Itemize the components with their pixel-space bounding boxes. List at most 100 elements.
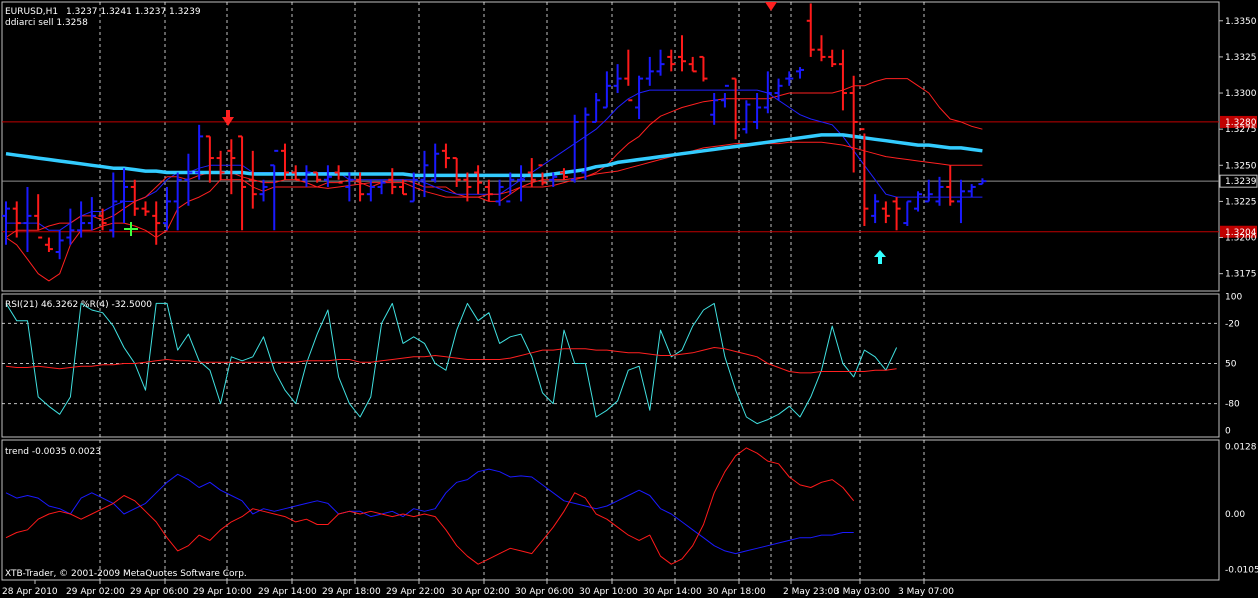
price-bar	[484, 179, 493, 202]
price-bar	[796, 67, 805, 79]
time-axis-label: 30 Apr 02:00	[451, 587, 510, 597]
sell-arrow-icon	[222, 110, 234, 126]
price-bar	[463, 172, 472, 202]
price-bar	[2, 201, 10, 245]
price-bar	[924, 179, 933, 203]
price-bar	[710, 93, 719, 125]
price-bar	[731, 77, 740, 140]
price-bar	[656, 49, 665, 76]
price-bar	[205, 135, 214, 183]
price-bar	[184, 153, 193, 206]
price-bar	[130, 179, 139, 216]
price-bar	[388, 168, 397, 195]
time-axis-label: 30 Apr 10:00	[579, 587, 638, 597]
indicator-value: ddiarci sell 1.3258	[5, 18, 88, 28]
rsi-axis-label: 0	[1225, 426, 1231, 436]
trend-panel[interactable]	[5, 447, 855, 565]
price-bar	[216, 150, 225, 180]
time-axis-label: 30 Apr 18:00	[707, 587, 766, 597]
price-bar	[517, 165, 526, 202]
price-channel	[5, 78, 983, 282]
price-bar	[753, 93, 762, 130]
price-bar	[44, 237, 53, 252]
price-bar	[345, 172, 354, 202]
time-axis-label: 29 Apr 02:00	[66, 587, 125, 597]
time-axis-label: 29 Apr 22:00	[386, 587, 445, 597]
panel-frames	[1, 1, 1220, 581]
price-bar	[785, 71, 794, 86]
price-bar	[806, 3, 815, 57]
price-bar	[635, 75, 644, 120]
price-bar	[452, 157, 461, 187]
price-bar	[871, 194, 880, 224]
price-bar	[935, 176, 944, 206]
price-bar	[774, 78, 783, 101]
price-bar	[280, 143, 289, 180]
sell-arrow-icon	[765, 2, 777, 11]
price-bar	[420, 150, 429, 198]
price-bar	[474, 165, 483, 195]
price-axis-label: 1.3200	[1225, 234, 1257, 244]
price-bar	[259, 179, 268, 202]
price-bar	[66, 208, 75, 245]
price-bar	[967, 184, 976, 198]
time-axis-label: 30 Apr 14:00	[643, 587, 702, 597]
price-bar	[892, 197, 901, 231]
price-bar	[881, 201, 890, 224]
signal-markers	[124, 2, 886, 264]
price-bar	[195, 124, 204, 180]
price-bar	[592, 93, 601, 123]
price-bar	[613, 64, 622, 94]
price-bar	[817, 35, 826, 62]
time-axis-label: 30 Apr 06:00	[515, 587, 574, 597]
price-bar	[34, 194, 43, 239]
wpr-line	[5, 302, 898, 425]
time-axis-label: 3 May 03:00	[834, 587, 890, 597]
trend-axis-label: 0.0128	[1225, 442, 1257, 452]
price-bar	[238, 135, 247, 231]
price-bar	[313, 171, 322, 183]
price-bar	[87, 197, 96, 231]
time-axis-label: 29 Apr 06:00	[130, 587, 189, 597]
price-bar	[409, 172, 418, 203]
rsi-axis-label: -80	[1225, 400, 1240, 410]
price-bars[interactable]	[2, 3, 987, 260]
price-bar	[98, 208, 107, 231]
trend-blue-line	[5, 468, 854, 555]
level-tag	[1219, 174, 1258, 188]
panel-frame	[1, 293, 1220, 438]
time-grid	[99, 2, 925, 580]
price-axis-label: 1.3225	[1225, 197, 1257, 207]
price-bar	[570, 114, 579, 183]
price-bar	[538, 164, 547, 186]
price-bar	[559, 168, 568, 180]
price-bar	[742, 100, 751, 134]
chart-ohlc: 1.3237 1.3241 1.3237 1.3239	[66, 7, 201, 17]
rsi-panel[interactable]	[2, 302, 1219, 425]
price-bar	[152, 201, 161, 245]
moving-average-line	[5, 133, 983, 178]
price-bar	[860, 128, 869, 226]
price-bar	[291, 165, 300, 181]
panel-frame	[1, 439, 1220, 581]
rsi-axis-label: 100	[1225, 293, 1242, 303]
price-bar	[946, 165, 955, 206]
buy-arrow-icon	[874, 250, 886, 264]
price-bar	[356, 172, 365, 202]
rsi-axis-label: -20	[1225, 319, 1240, 329]
price-axis-label: 1.3300	[1225, 89, 1257, 99]
price-bar	[120, 168, 129, 224]
level-label-current: 1.3239	[1225, 177, 1257, 187]
price-bar	[978, 178, 987, 186]
price-bar	[227, 139, 236, 195]
time-axis-label: 29 Apr 10:00	[193, 587, 252, 597]
price-bar	[162, 186, 171, 231]
price-bar	[645, 56, 654, 86]
axes: 28 Apr 2010 29 Apr 02:00 29 Apr 06:00 29 Ap…	[2, 17, 1258, 597]
price-bar	[699, 55, 708, 82]
price-bar	[270, 149, 279, 231]
price-bar	[173, 172, 182, 231]
price-bar	[688, 56, 697, 73]
